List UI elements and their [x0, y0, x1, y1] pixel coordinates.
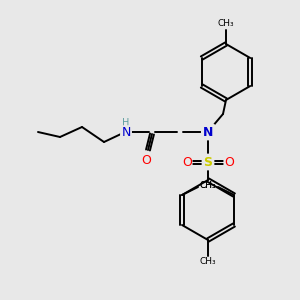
Text: H: H [122, 118, 130, 128]
Text: O: O [182, 155, 192, 169]
Text: N: N [121, 127, 131, 140]
Text: CH₃: CH₃ [200, 257, 216, 266]
Text: S: S [203, 155, 212, 169]
Text: N: N [203, 125, 213, 139]
Text: CH₃: CH₃ [200, 182, 216, 190]
Text: CH₃: CH₃ [218, 19, 234, 28]
Text: O: O [224, 155, 234, 169]
Text: O: O [141, 154, 151, 167]
Text: CH₃: CH₃ [199, 182, 216, 190]
